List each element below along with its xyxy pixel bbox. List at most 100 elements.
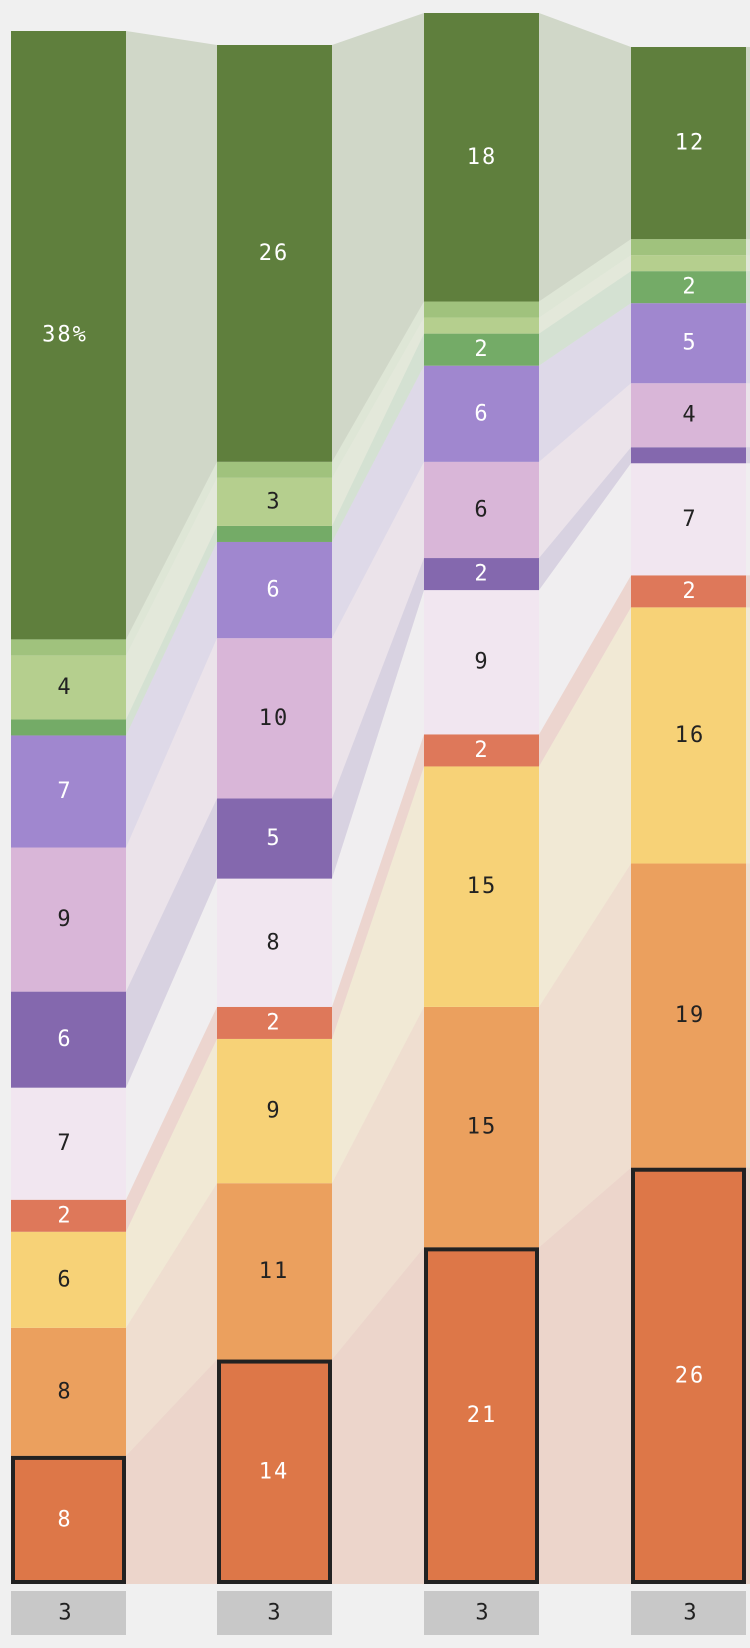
footer-label: 3 [267,1601,280,1626]
flow-band [539,13,631,302]
flow-band [539,863,631,1248]
flow-bands [126,13,750,1584]
bar-segment [11,1087,126,1200]
bar-segment [631,1167,746,1584]
data-label: 2 [682,275,697,300]
bar-segment [11,1231,126,1328]
bar-segment [217,541,332,639]
data-label: 2 [474,337,489,362]
bar-segment [217,638,332,799]
bar-segment [11,719,126,736]
bars [11,13,746,1585]
bar-segment [217,477,332,526]
bar-segment [424,766,539,1007]
data-label: 11 [259,1259,290,1284]
flow-band [126,638,217,992]
bar-segment [631,463,746,576]
footer-cell [631,1591,746,1635]
data-label: 14 [259,1459,290,1484]
footer-label: 3 [475,1601,488,1626]
flow-band [746,607,750,864]
bar-segment [217,798,332,879]
bar-segment [424,461,539,559]
footer-label: 3 [58,1601,71,1626]
bar-segment [424,365,539,462]
flow-band [126,1038,217,1328]
data-label: 6 [57,1027,72,1052]
bar-segment [631,575,746,608]
flow-band [126,31,217,640]
data-label: 5 [266,826,281,851]
flow-band [332,13,424,462]
data-label: 6 [474,401,489,426]
flow-band [332,734,424,1039]
flow-band [332,301,424,478]
bar-segment [424,734,539,767]
data-label: 9 [474,650,489,675]
data-label: 8 [266,930,281,955]
flow-band [332,766,424,1184]
flow-band [332,365,424,639]
bar-segment [424,13,539,302]
bar-segment [631,383,746,448]
bar-segment [424,590,539,735]
bar-segment [631,607,746,864]
flow-band [126,477,217,720]
bar-segment [11,991,126,1088]
data-label: 15 [467,1115,498,1140]
flow-band [746,383,750,448]
bar-segment [11,847,126,992]
data-label: 8 [57,1507,72,1532]
flow-band [126,798,217,1088]
flow-band [332,461,424,799]
data-label: 6 [57,1267,72,1292]
data-label: 21 [467,1403,498,1428]
flow-band [746,47,750,240]
bar-segment [424,317,539,334]
data-label: 38% [42,323,88,348]
data-label: 16 [675,723,706,748]
bar-segment [424,301,539,318]
flow-band [746,271,750,304]
flow-band [126,1359,217,1584]
bar-segment [217,1183,332,1360]
data-label: 9 [57,907,72,932]
flow-band [746,303,750,384]
bar-segment [631,447,746,464]
flow-band [332,317,424,526]
flow-band [746,255,750,272]
bar-segment [217,45,332,462]
flow-band [539,1167,631,1584]
flow-band [746,1167,750,1584]
flow-band [539,607,631,1007]
flow-band [539,383,631,559]
flow-band [332,590,424,1007]
bar-segment [11,31,126,640]
data-label: 8 [57,1379,72,1404]
data-label: 26 [259,241,290,266]
data-label: 12 [675,131,706,156]
flow-band [126,1183,217,1456]
data-label: 10 [259,706,290,731]
data-label: 2 [474,562,489,587]
bar-segment [217,525,332,542]
data-label: 5 [682,331,697,356]
flow-band [746,447,750,464]
bar-segment [217,1038,332,1184]
flow-band [126,525,217,736]
data-label: 15 [467,874,498,899]
bar-segment [631,303,746,384]
bar-segment [217,1006,332,1039]
flow-band [126,1006,217,1232]
flow-band [746,239,750,256]
data-label: 4 [682,403,697,428]
flow-band [539,303,631,462]
bar-segment [631,271,746,304]
bar-segment [11,735,126,848]
bar-segment [217,461,332,478]
highlight-outline [217,1359,332,1584]
flow-band [539,463,631,735]
bar-segment [631,47,746,240]
